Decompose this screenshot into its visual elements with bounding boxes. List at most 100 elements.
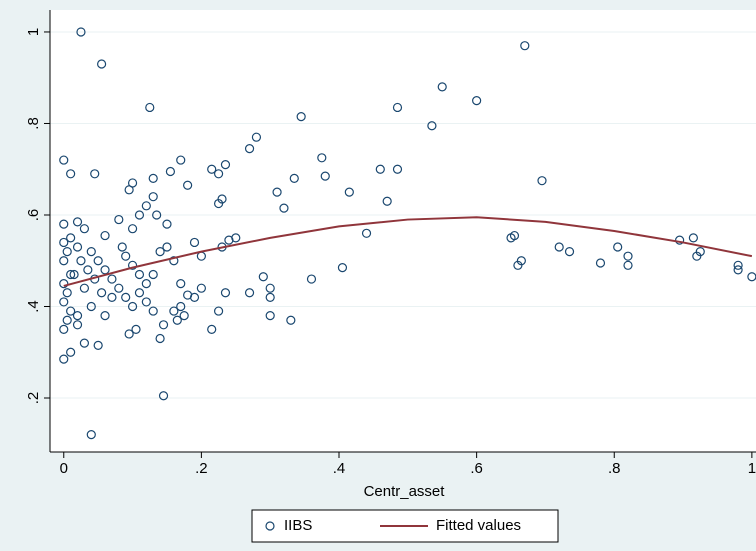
x-tick-label: .2 xyxy=(195,460,208,477)
point xyxy=(79,283,90,293)
point xyxy=(66,233,76,243)
plot-area xyxy=(50,10,756,452)
point xyxy=(506,233,516,243)
point xyxy=(148,306,158,316)
point xyxy=(59,354,69,364)
point xyxy=(220,160,231,170)
point xyxy=(62,288,72,298)
point xyxy=(169,306,179,316)
point xyxy=(172,315,182,325)
point xyxy=(59,237,69,248)
point xyxy=(79,224,90,234)
point xyxy=(361,228,372,238)
point xyxy=(148,192,158,202)
point xyxy=(392,164,403,174)
point xyxy=(141,201,151,211)
point xyxy=(59,219,69,229)
point xyxy=(100,311,110,321)
point xyxy=(141,279,151,289)
point xyxy=(320,171,330,181)
point xyxy=(564,246,575,257)
point xyxy=(675,235,685,245)
point xyxy=(196,283,206,293)
point xyxy=(213,198,224,209)
point xyxy=(244,144,255,154)
point xyxy=(231,233,241,243)
point xyxy=(375,164,385,174)
point xyxy=(148,173,158,183)
point xyxy=(148,269,158,280)
point xyxy=(688,233,698,243)
point xyxy=(59,297,69,307)
point xyxy=(117,242,127,252)
point xyxy=(72,242,83,252)
point xyxy=(162,219,172,229)
point xyxy=(114,214,124,225)
point xyxy=(213,306,224,316)
fitted-line xyxy=(63,216,753,287)
point xyxy=(317,153,327,163)
point xyxy=(97,288,107,298)
point xyxy=(134,210,145,220)
point xyxy=(265,311,275,321)
point xyxy=(513,260,523,270)
point xyxy=(213,169,224,179)
point xyxy=(265,292,275,302)
point xyxy=(90,169,100,179)
point xyxy=(124,329,134,339)
point xyxy=(59,155,69,165)
point xyxy=(158,391,169,401)
point xyxy=(179,311,189,321)
point xyxy=(472,95,482,106)
point xyxy=(134,269,145,280)
x-axis-label: Centr_asset xyxy=(364,483,446,500)
point xyxy=(72,311,83,321)
point xyxy=(59,256,69,266)
point xyxy=(69,269,79,280)
point xyxy=(279,203,289,213)
point xyxy=(595,258,606,268)
point xyxy=(97,59,107,69)
point xyxy=(114,283,124,293)
point xyxy=(131,324,141,334)
y-tick-label: .6 xyxy=(25,209,42,222)
point xyxy=(107,292,117,302)
point xyxy=(83,265,93,275)
point xyxy=(554,242,564,252)
point xyxy=(155,333,165,344)
legend-label: IIBS xyxy=(284,517,312,534)
point xyxy=(66,306,76,316)
point xyxy=(169,256,179,266)
y-tick-label: .4 xyxy=(25,300,42,313)
point xyxy=(121,251,131,261)
x-tick-label: .4 xyxy=(333,460,346,477)
point xyxy=(613,242,623,252)
point xyxy=(258,272,268,282)
point xyxy=(265,283,275,293)
point xyxy=(344,187,354,197)
point xyxy=(337,263,348,273)
point xyxy=(176,301,186,312)
point xyxy=(62,246,72,257)
x-tick-label: .8 xyxy=(608,460,621,477)
point xyxy=(272,187,282,197)
point xyxy=(189,237,200,248)
point xyxy=(107,274,117,284)
point xyxy=(121,292,131,302)
point xyxy=(141,297,151,307)
point xyxy=(165,166,176,177)
point xyxy=(623,260,633,270)
point xyxy=(695,246,705,257)
point xyxy=(537,176,547,186)
point xyxy=(127,301,138,312)
point xyxy=(72,217,83,227)
point xyxy=(176,279,186,289)
point xyxy=(251,132,262,142)
y-tick-label: .8 xyxy=(25,117,42,130)
point xyxy=(382,196,392,206)
point xyxy=(289,173,299,183)
point xyxy=(62,315,72,325)
point xyxy=(93,256,103,266)
legend-marker xyxy=(265,521,275,531)
